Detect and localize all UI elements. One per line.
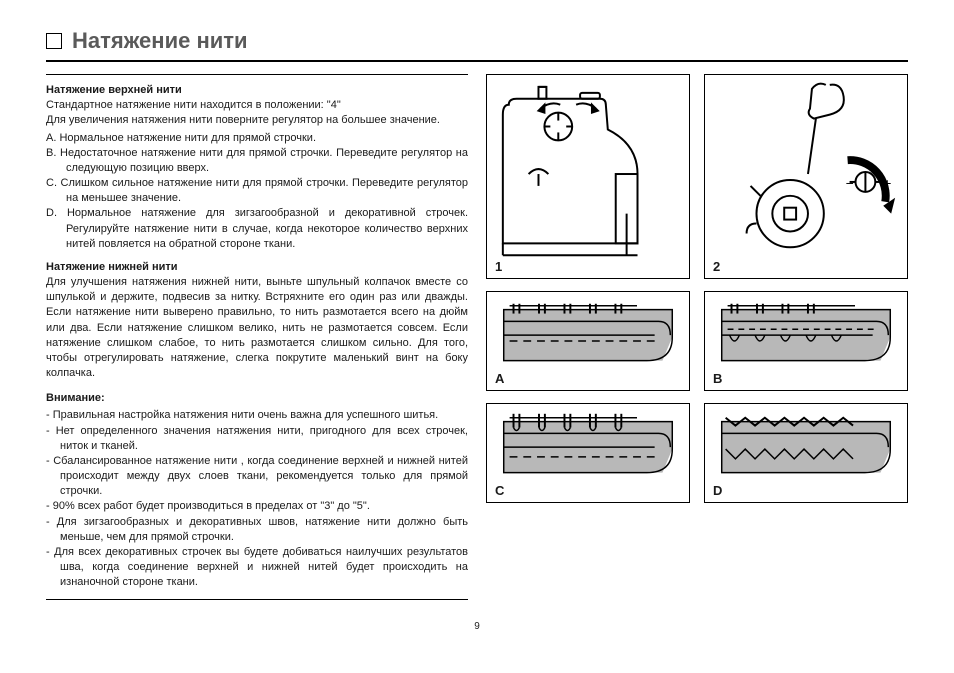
title-bullet-box [46,33,62,49]
item-d: D. Нормальное натяжение для зигзагообраз… [46,206,468,252]
title-row: Натяжение нити [46,28,908,62]
machine-svg [487,75,689,278]
figure-2-label: 2 [713,259,720,274]
text-column: Натяжение верхней нити Стандартное натяж… [46,74,468,615]
page-number: 9 [46,621,908,632]
section3-heading: Внимание: [46,391,468,406]
figure-c-label: C [495,483,504,498]
note-2: - Нет определенного значения натяжения н… [46,424,468,454]
top-rule [46,74,468,75]
figure-d-label: D [713,483,722,498]
figure-1: 1 [486,74,690,279]
note-3: - Сбалансированное натяжение нити , когд… [46,454,468,500]
note-6: - Для всех декоративных строчек вы будет… [46,545,468,591]
figure-grid: 1 [486,74,908,615]
figure-b: B [704,291,908,391]
section1-intro2: Для увеличения натяжения нити поверните … [46,113,468,128]
section2-body: Для улучшения натяжения нижней нити, вын… [46,275,468,381]
note-4: - 90% всех работ будет производиться в п… [46,499,468,514]
stitch-a-svg [487,292,689,390]
bottom-rule [46,599,468,600]
figure-b-label: B [713,371,722,386]
figure-1-label: 1 [495,259,502,274]
figure-d: D [704,403,908,503]
item-b: B. Недостаточное натяжение нити для прям… [46,146,468,176]
section1-heading: Натяжение верхней нити [46,83,468,98]
bobbin-svg: − + [705,75,907,278]
stitch-d-svg [705,404,907,502]
stitch-c-svg [487,404,689,502]
figure-c: C [486,403,690,503]
note-5: - Для зигзагообразных и декоративных шво… [46,515,468,545]
figure-a: A [486,291,690,391]
section3-list: - Правильная настройка натяжения нити оч… [46,408,468,590]
section1-list: A. Нормальное натяжение нити для прямой … [46,131,468,252]
svg-text:−: − [846,175,854,191]
stitch-b-svg [705,292,907,390]
section1-intro1: Стандартное натяжение нити находится в п… [46,98,468,113]
item-c: C. Слишком сильное натяжение нити для пр… [46,176,468,206]
manual-page: Натяжение нити Натяжение верхней нити Ст… [0,0,954,673]
note-1: - Правильная настройка натяжения нити оч… [46,408,468,423]
figure-a-label: A [495,371,504,386]
figure-2: − + 2 [704,74,908,279]
page-title: Натяжение нити [72,28,248,54]
item-a: A. Нормальное натяжение нити для прямой … [46,131,468,146]
two-column-layout: Натяжение верхней нити Стандартное натяж… [46,74,908,615]
section2-heading: Натяжение нижней нити [46,260,468,275]
